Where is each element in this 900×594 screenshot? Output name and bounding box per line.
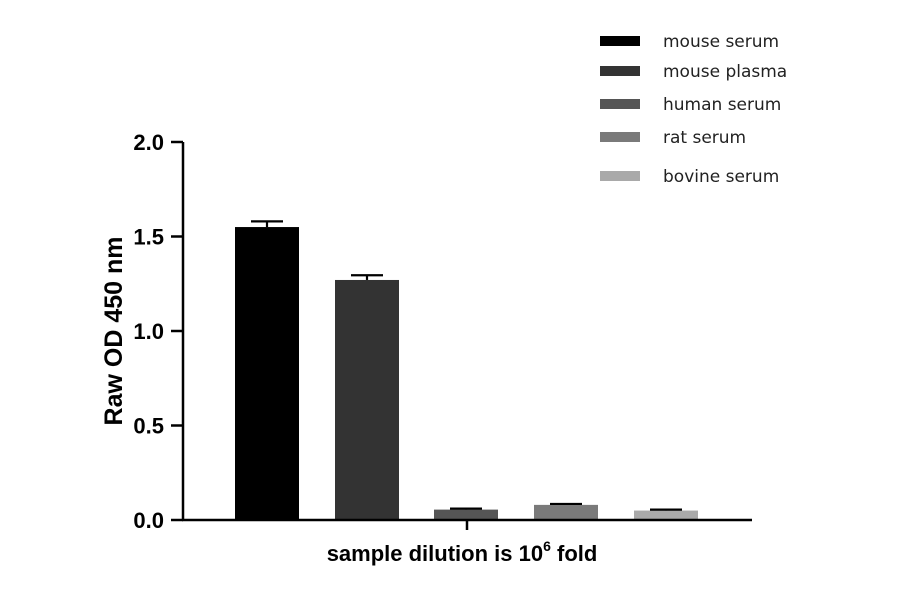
x-axis-label-superscript: 6: [543, 538, 551, 554]
bar: [235, 227, 299, 521]
y-tick-label: 1.0: [133, 319, 164, 344]
y-tick-label: 0.0: [133, 508, 164, 533]
bar: [335, 279, 399, 520]
y-ticks-group: 0.0 0.5 1.0 1.5 2.0: [133, 130, 183, 533]
y-tick-label: 1.5: [133, 225, 164, 250]
legend: mouse serum mouse plasma human serum rat se…: [600, 32, 787, 187]
legend-swatch: [600, 66, 640, 76]
y-tick-label: 2.0: [133, 130, 164, 155]
bars-group: [235, 220, 698, 521]
x-axis-label-tail: fold: [551, 541, 597, 566]
legend-swatch: [600, 36, 640, 46]
legend-swatch: [600, 171, 640, 181]
legend-label: mouse serum: [663, 32, 779, 52]
legend-swatch: [600, 99, 640, 109]
bar: [534, 504, 598, 520]
legend-swatch: [600, 132, 640, 142]
bar: [434, 509, 498, 520]
y-axis-label: Raw OD 450 nm: [100, 237, 128, 426]
legend-label: rat serum: [663, 128, 746, 148]
bar: [634, 510, 698, 520]
legend-label: mouse plasma: [663, 62, 787, 82]
y-tick-label: 0.5: [133, 414, 164, 439]
legend-label: human serum: [663, 95, 781, 115]
legend-label: bovine serum: [663, 167, 779, 187]
x-axis-label-main: sample dilution is 10: [327, 541, 543, 566]
x-axis-label: sample dilution is 106 fold: [327, 538, 598, 566]
